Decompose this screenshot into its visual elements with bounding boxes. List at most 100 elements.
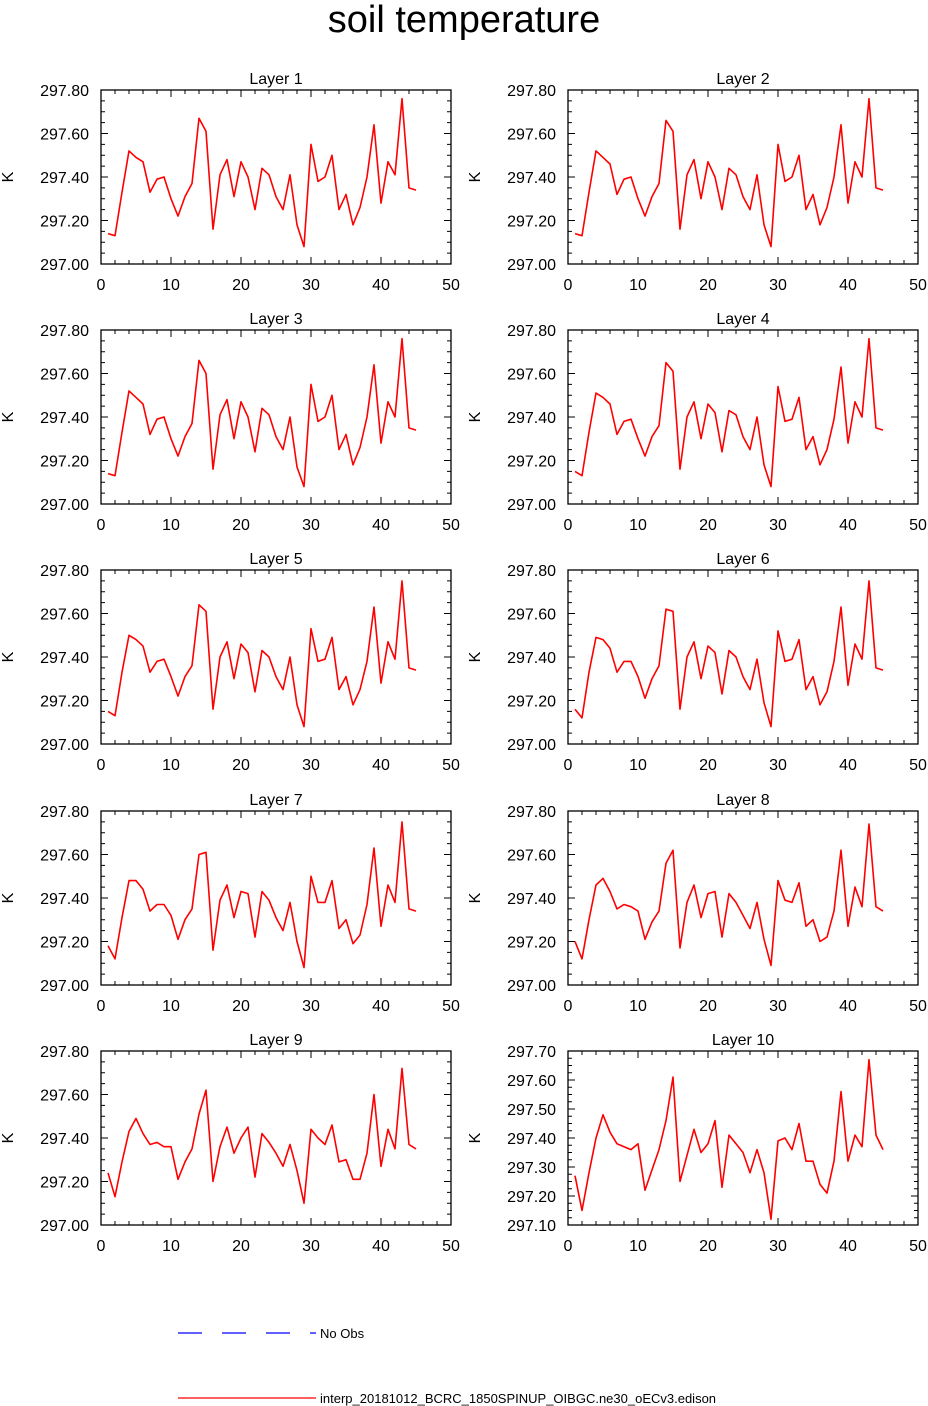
- y-tick-label: 297.60: [507, 367, 556, 384]
- y-tick-label: 297.20: [507, 214, 556, 231]
- x-tick-label: 0: [97, 1238, 106, 1255]
- y-axis-label: K: [467, 651, 484, 662]
- y-tick-label: 297.20: [40, 214, 89, 231]
- y-tick-label: 297.40: [40, 1131, 89, 1148]
- x-tick-label: 10: [162, 757, 180, 774]
- x-tick-label: 10: [629, 998, 647, 1015]
- subplot-title: Layer 4: [716, 311, 769, 328]
- y-tick-label: 297.60: [40, 848, 89, 865]
- subplot-1: Layer 1 0 10 20 30 40 50 297.00 297.20 297.40 297.…: [0, 71, 460, 294]
- subplot-10: Layer 10 0 10 20 30 40 50 297.10 297.20 297.30 297…: [467, 1032, 927, 1255]
- x-tick-label: 50: [909, 517, 927, 534]
- x-tick-label: 10: [162, 517, 180, 534]
- y-tick-label: 297.40: [507, 410, 556, 427]
- y-tick-label: 297.00: [507, 978, 556, 995]
- y-tick-label: 297.40: [507, 891, 556, 908]
- x-tick-label: 30: [769, 757, 787, 774]
- x-tick-label: 40: [372, 998, 390, 1015]
- y-tick-label: 297.20: [40, 1175, 89, 1192]
- figure-title: soil temperature: [327, 0, 601, 41]
- subplot-8: Layer 8 0 10 20 30 40 50 297.00 297.20 297.40 297.…: [467, 792, 927, 1015]
- y-axis-label: K: [0, 411, 17, 422]
- y-tick-label: 297.00: [40, 978, 89, 995]
- y-axis-label: K: [0, 1132, 17, 1143]
- x-tick-label: 30: [769, 517, 787, 534]
- x-tick-label: 10: [629, 1238, 647, 1255]
- y-tick-label: 297.00: [40, 1218, 89, 1235]
- x-tick-label: 20: [232, 998, 250, 1015]
- y-tick-label: 297.60: [40, 607, 89, 624]
- y-tick-label: 297.80: [40, 83, 89, 100]
- y-axis-label: K: [467, 411, 484, 422]
- y-tick-label: 297.60: [40, 367, 89, 384]
- plot-frame: [100, 329, 452, 505]
- y-tick-label: 297.00: [40, 257, 89, 274]
- x-tick-label: 40: [839, 1238, 857, 1255]
- plot-frame: [100, 89, 452, 265]
- x-tick-label: 30: [769, 998, 787, 1015]
- x-tick-label: 20: [699, 277, 717, 294]
- x-tick-label: 10: [629, 277, 647, 294]
- x-tick-label: 50: [442, 998, 460, 1015]
- y-tick-label: 297.20: [507, 1189, 556, 1206]
- y-tick-label: 297.00: [40, 497, 89, 514]
- x-tick-label: 40: [372, 517, 390, 534]
- subplot-3: Layer 3 0 10 20 30 40 50 297.00 297.20 297.40 297.…: [0, 311, 460, 534]
- y-tick-label: 297.80: [40, 1044, 89, 1061]
- y-tick-label: 297.60: [507, 1073, 556, 1090]
- plot-frame: [567, 89, 919, 265]
- y-tick-label: 297.20: [507, 454, 556, 471]
- x-tick-label: 20: [699, 757, 717, 774]
- y-tick-label: 297.60: [40, 127, 89, 144]
- y-tick-label: 297.20: [507, 935, 556, 952]
- x-tick-label: 20: [699, 1238, 717, 1255]
- x-tick-label: 20: [699, 517, 717, 534]
- y-tick-label: 297.60: [507, 127, 556, 144]
- x-tick-label: 50: [442, 517, 460, 534]
- subplot-title: Layer 6: [716, 551, 769, 568]
- y-axis-label: K: [467, 171, 484, 182]
- plot-frame: [100, 1050, 452, 1226]
- x-tick-label: 50: [909, 1238, 927, 1255]
- x-tick-label: 50: [442, 1238, 460, 1255]
- y-tick-label: 297.00: [507, 497, 556, 514]
- y-tick-label: 297.80: [507, 83, 556, 100]
- x-tick-label: 40: [839, 277, 857, 294]
- y-axis-label: K: [467, 1132, 484, 1143]
- x-tick-label: 0: [97, 757, 106, 774]
- x-tick-label: 20: [232, 277, 250, 294]
- y-axis-label: K: [0, 171, 17, 182]
- series-line: [107, 1067, 417, 1204]
- x-tick-label: 50: [442, 277, 460, 294]
- y-tick-label: 297.40: [40, 170, 89, 187]
- series-line: [574, 823, 884, 967]
- plot-frame: [100, 810, 452, 986]
- subplot-title: Layer 5: [249, 551, 302, 568]
- y-tick-label: 297.80: [40, 323, 89, 340]
- x-tick-label: 0: [97, 998, 106, 1015]
- x-tick-label: 10: [629, 757, 647, 774]
- y-tick-label: 297.60: [40, 1088, 89, 1105]
- y-tick-label: 297.20: [507, 694, 556, 711]
- y-tick-label: 297.80: [40, 563, 89, 580]
- x-tick-label: 0: [564, 277, 573, 294]
- series-line: [574, 97, 884, 248]
- y-tick-label: 297.20: [40, 454, 89, 471]
- x-tick-label: 20: [232, 757, 250, 774]
- x-tick-label: 10: [629, 517, 647, 534]
- series-line: [574, 1058, 884, 1220]
- y-tick-label: 297.40: [40, 650, 89, 667]
- y-axis-label: K: [0, 651, 17, 662]
- plot-frame: [100, 569, 452, 745]
- plot-frame: [567, 569, 919, 745]
- series-line: [107, 337, 417, 488]
- subplot-title: Layer 10: [712, 1032, 774, 1049]
- x-tick-label: 30: [769, 1238, 787, 1255]
- x-tick-label: 30: [769, 277, 787, 294]
- x-tick-label: 20: [232, 517, 250, 534]
- y-axis-label: K: [0, 892, 17, 903]
- y-tick-label: 297.60: [507, 607, 556, 624]
- x-tick-label: 10: [162, 998, 180, 1015]
- x-tick-label: 40: [839, 517, 857, 534]
